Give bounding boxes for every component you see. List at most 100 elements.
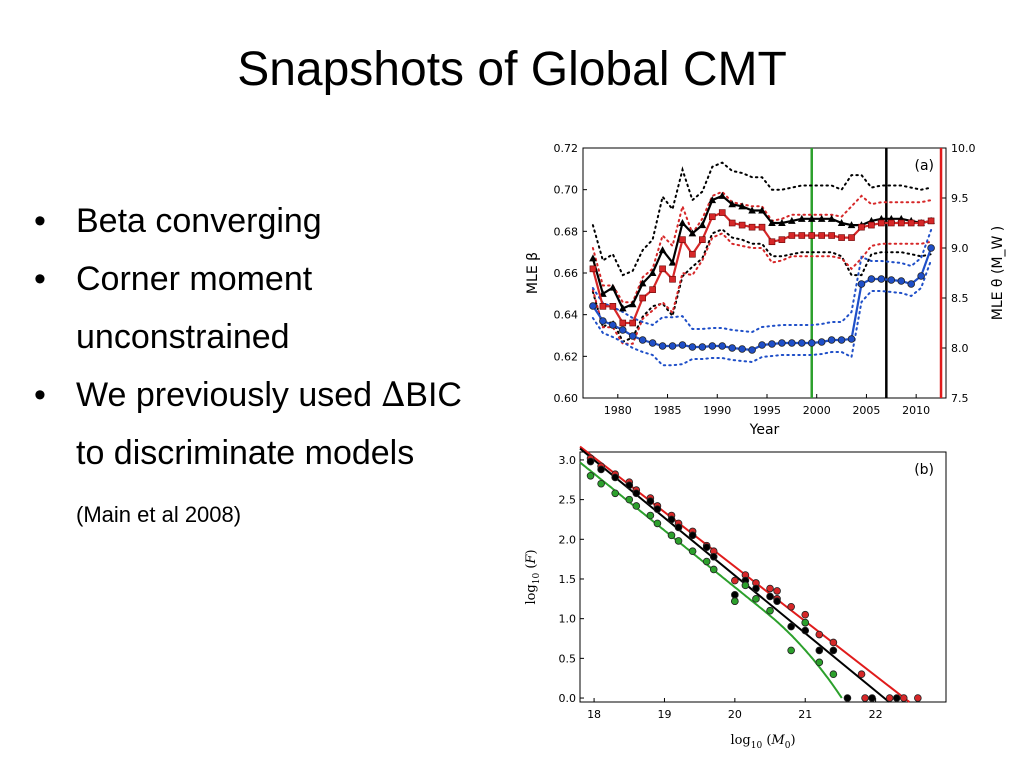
data-point-a: [878, 219, 885, 227]
bullet-text: BIC to discriminate models: [76, 376, 462, 472]
y-tick-label-b: 1.0: [559, 613, 577, 626]
y-tick-label-b: 1.5: [559, 573, 577, 586]
data-point-b: [829, 638, 838, 647]
data-point-a: [589, 265, 597, 273]
data-point-b: [731, 576, 739, 585]
data-point-a: [748, 223, 756, 231]
data-point-a: [638, 336, 647, 344]
data-point-b: [611, 473, 619, 482]
data-point-a: [708, 196, 717, 204]
data-point-a: [817, 338, 826, 346]
data-point-b: [625, 481, 634, 490]
x-tick-label-a: 1990: [703, 404, 731, 417]
data-point-b: [702, 557, 711, 566]
data-point-a: [628, 300, 637, 308]
data-point-a: [658, 342, 667, 350]
data-point-a: [897, 277, 906, 285]
y-tick-label-a: 0.64: [554, 309, 579, 322]
data-point-b: [646, 497, 655, 506]
data-point-a: [828, 232, 835, 239]
citation: (Main et al 2008): [76, 502, 242, 527]
y-tick-label-b: 2.5: [559, 494, 577, 507]
data-point-a: [639, 294, 646, 302]
data-point-a: [888, 219, 895, 227]
data-point-b: [787, 602, 795, 611]
y-tick-label-a: 0.68: [554, 225, 579, 238]
data-point-a: [688, 229, 697, 237]
data-point-b: [787, 622, 795, 631]
y-axis-label-a: MLE β: [525, 252, 541, 294]
delta-symbol: ∆: [381, 375, 406, 415]
data-point-a: [858, 223, 865, 231]
data-point-b: [787, 646, 795, 655]
data-point-a: [807, 339, 816, 347]
data-point-a: [798, 232, 806, 239]
data-point-b: [653, 519, 662, 528]
data-point-b: [766, 584, 774, 593]
data-point-a: [847, 335, 856, 343]
data-point-b: [688, 531, 697, 540]
x-axis-label-b: log10 (M0): [730, 733, 795, 751]
x-tick-label-b: 18: [587, 708, 601, 721]
data-point-b: [766, 606, 774, 615]
data-point-a: [768, 238, 776, 246]
data-point-a: [778, 219, 786, 226]
data-point-b: [653, 505, 662, 513]
data-point-b: [702, 543, 711, 552]
data-point-a: [599, 317, 607, 325]
data-point-a: [609, 321, 617, 329]
data-point-b: [688, 547, 697, 556]
confidence-band-a: [591, 228, 933, 343]
data-point-a: [857, 280, 866, 288]
confidence-band-a: [591, 259, 933, 367]
x-axis-label-a: Year: [749, 422, 780, 438]
x-tick-label-b: 19: [657, 708, 671, 721]
data-point-b: [752, 584, 760, 593]
data-point-a: [659, 265, 666, 273]
data-point-b: [632, 502, 641, 510]
bullet-text: Beta converging: [76, 202, 322, 240]
data-point-a: [748, 346, 756, 354]
data-point-b: [857, 670, 866, 679]
panel-label-b: (b): [914, 462, 934, 478]
data-point-b: [766, 592, 774, 601]
data-point-a: [838, 234, 845, 241]
data-point-a: [807, 214, 816, 222]
y-tick-label-b: 3.0: [559, 454, 577, 467]
data-point-b: [632, 489, 641, 498]
y-tick-label-a: 0.62: [554, 350, 579, 363]
data-point-b: [801, 618, 810, 627]
data-point-a: [728, 219, 736, 227]
y2-tick-label-a: 10.0: [951, 142, 976, 155]
data-point-a: [708, 213, 716, 221]
data-point-b: [586, 472, 595, 480]
data-point-a: [738, 202, 746, 210]
data-point-a: [698, 343, 707, 351]
data-point-a: [847, 221, 856, 229]
data-point-b: [597, 465, 605, 474]
data-point-a: [917, 219, 925, 227]
data-point-a: [728, 200, 736, 208]
data-point-b: [829, 646, 838, 655]
confidence-band-a: [591, 232, 933, 345]
data-point-b: [741, 581, 750, 590]
data-point-b: [815, 630, 824, 639]
data-point-b: [815, 658, 824, 667]
data-point-a: [748, 206, 756, 214]
data-point-b: [667, 515, 676, 524]
data-point-a: [738, 345, 746, 353]
data-point-a: [897, 219, 905, 227]
data-point-a: [618, 304, 627, 312]
y2-tick-label-a: 8.5: [951, 292, 969, 305]
data-point-a: [907, 219, 915, 227]
data-point-a: [638, 279, 647, 287]
bullet-item: Beta converging: [32, 192, 472, 250]
bullet-item: We previously used ∆BIC to discriminate …: [32, 366, 472, 544]
y-tick-label-a: 0.66: [554, 267, 579, 280]
fit-line-b-1: [579, 447, 890, 703]
data-point-a: [837, 336, 846, 344]
x-tick-label-b: 21: [798, 708, 812, 721]
data-point-a: [877, 275, 886, 283]
data-point-b: [709, 565, 718, 574]
plot-frame-a: [582, 147, 947, 399]
